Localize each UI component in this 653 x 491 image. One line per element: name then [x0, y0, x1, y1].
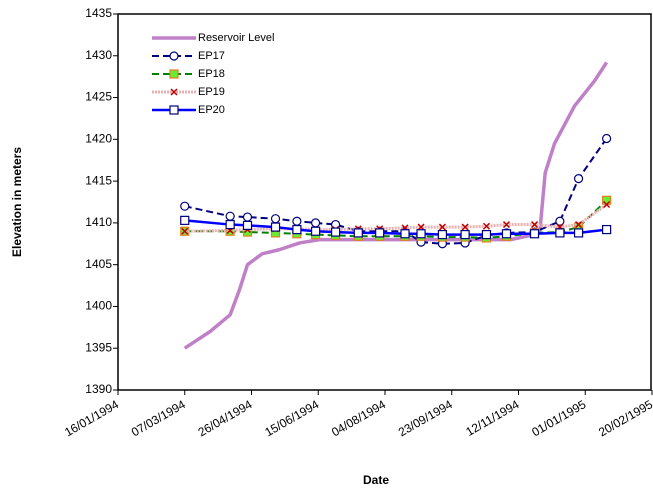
data-point	[310, 226, 321, 236]
data-point	[461, 223, 469, 231]
y-tick-label: 1425	[85, 90, 112, 104]
data-point	[180, 215, 190, 225]
y-tick-label: 1435	[85, 6, 112, 20]
data-point	[530, 221, 539, 229]
legend-label: EP20	[198, 104, 225, 116]
x-tick-label: 26/04/1994	[196, 397, 255, 439]
data-point	[417, 223, 425, 231]
data-point	[292, 224, 302, 235]
data-point	[242, 212, 253, 222]
data-point	[602, 195, 612, 205]
x-tick-label: 07/03/1994	[129, 397, 188, 439]
data-point	[437, 229, 448, 240]
y-tick-label: 1400	[85, 299, 112, 313]
data-point	[225, 211, 235, 221]
data-point	[225, 219, 235, 230]
data-point	[270, 214, 281, 224]
y-tick-label: 1410	[85, 215, 112, 229]
data-point	[438, 223, 446, 231]
data-point	[481, 229, 492, 240]
data-point	[181, 227, 189, 235]
legend-label: Reservoir Level	[198, 32, 274, 44]
y-tick-label: 1415	[85, 173, 112, 187]
y-tick-label: 1395	[85, 340, 112, 354]
data-point	[603, 200, 611, 209]
data-point	[270, 222, 281, 232]
x-tick-label: 15/06/1994	[262, 397, 321, 439]
data-point	[400, 229, 410, 239]
x-tick-label: 16/01/1994	[62, 397, 121, 439]
data-point	[310, 218, 321, 228]
data-point	[292, 216, 302, 226]
x-tick-label: 23/09/1994	[396, 397, 455, 439]
data-point	[353, 228, 363, 238]
y-tick-label: 1420	[85, 132, 112, 146]
data-point	[460, 229, 470, 240]
y-axis-title: Elevation in meters	[10, 147, 24, 257]
legend-marker	[170, 88, 178, 96]
data-point	[375, 228, 385, 238]
data-point	[242, 220, 253, 230]
y-tick-label: 1405	[85, 257, 112, 271]
data-point	[529, 229, 540, 239]
data-point	[573, 174, 584, 184]
x-tick-label: 12/11/1994	[463, 397, 522, 439]
x-tick-label: 04/08/1994	[329, 397, 388, 439]
legend-marker	[169, 69, 179, 79]
legend-label: EP19	[198, 86, 225, 98]
data-point	[331, 227, 341, 237]
data-point	[602, 224, 612, 235]
x-axis-title: Date	[363, 473, 389, 487]
data-point	[555, 228, 565, 238]
legend-marker	[169, 105, 179, 115]
y-tick-label: 1430	[85, 48, 112, 62]
data-point	[482, 222, 490, 230]
x-tick-label: 20/02/1995	[596, 397, 653, 439]
legend-label: EP17	[198, 50, 225, 62]
data-point	[416, 229, 426, 239]
series-line	[183, 61, 609, 350]
data-point	[602, 133, 612, 144]
y-tick-label: 1390	[85, 382, 112, 396]
data-point	[501, 229, 512, 239]
legend-label: EP18	[198, 68, 225, 80]
data-point	[180, 201, 190, 211]
data-point	[555, 216, 565, 226]
x-tick-label: 01/01/1995	[529, 397, 588, 439]
legend-marker	[169, 51, 179, 61]
data-point	[575, 221, 583, 229]
data-point	[502, 221, 511, 229]
data-point	[573, 228, 584, 238]
